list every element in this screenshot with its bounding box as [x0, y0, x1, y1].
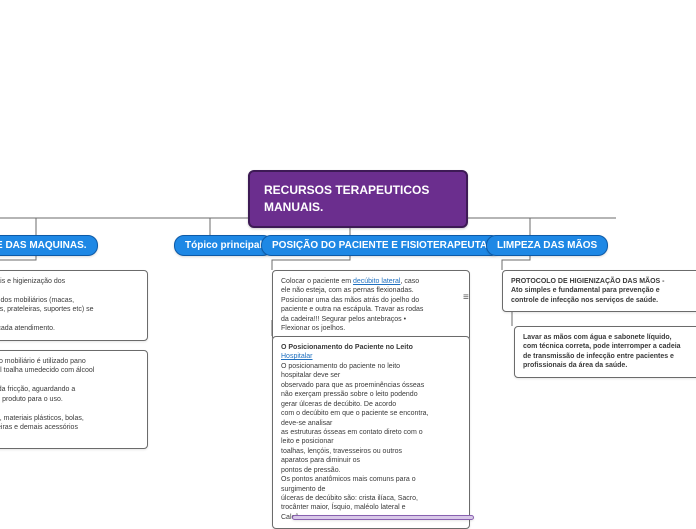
branch-maquinas[interactable]: E DAS MAQUINAS.: [0, 235, 98, 256]
root-node[interactable]: RECURSOS TERAPEUTICOS MANUAIS.: [248, 170, 468, 228]
leaf-posicao-a-link[interactable]: decúbito lateral: [353, 278, 400, 285]
leaf-posicao-b-body: O posicionamento do paciente no leito ho…: [281, 363, 428, 521]
leaf-posicao-b-title: O Posicionamento do Paciente no Leito: [281, 344, 413, 351]
leaf-cutoff-bottom: [292, 515, 474, 520]
leaf-posicao-a-pre: Colocar o paciente em: [281, 278, 353, 285]
root-title-1: RECURSOS TERAPEUTICOS: [264, 182, 452, 199]
leaf-posicao-b-sub[interactable]: Hospitalar: [281, 352, 461, 361]
branch-limpeza-maos[interactable]: LIMPEZA DAS MÃOS: [486, 235, 608, 256]
branch-topico-principal[interactable]: Tópico principal: [174, 235, 273, 256]
leaf-maquinas-a-text: ados gerais e higienização dos iliários …: [0, 278, 94, 332]
leaf-posicao-b[interactable]: O Posicionamento do Paciente no Leito Ho…: [272, 336, 470, 529]
leaf-limpeza-b-text: Lavar as mãos com água e sabonete líquid…: [523, 334, 681, 369]
branch-posicao[interactable]: POSIÇÃO DO PACIENTE E FISIOTERAPEUTA.: [261, 235, 501, 256]
leaf-posicao-a[interactable]: Colocar o paciente em decúbito lateral, …: [272, 270, 470, 341]
leaf-maquinas-a[interactable]: ados gerais e higienização dos iliários …: [0, 270, 148, 341]
leaf-limpeza-a[interactable]: PROTOCOLO DE HIGIENIZAÇÃO DAS MÃOS - Ato…: [502, 270, 696, 312]
leaf-posicao-a-post: , caso ele não esteja, com as pernas fle…: [281, 278, 423, 332]
leaf-limpeza-a-text: PROTOCOLO DE HIGIENIZAÇÃO DAS MÃOS - Ato…: [511, 278, 665, 304]
root-title-2: MANUAIS.: [264, 199, 452, 216]
collapse-icon[interactable]: ≡: [463, 292, 469, 303]
leaf-limpeza-b[interactable]: Lavar as mãos com água e sabonete líquid…: [514, 326, 696, 378]
leaf-maquinas-b-text: limpeza do mobiliário é utilizado pano e…: [0, 358, 94, 441]
leaf-maquinas-b[interactable]: limpeza do mobiliário é utilizado pano e…: [0, 350, 148, 449]
